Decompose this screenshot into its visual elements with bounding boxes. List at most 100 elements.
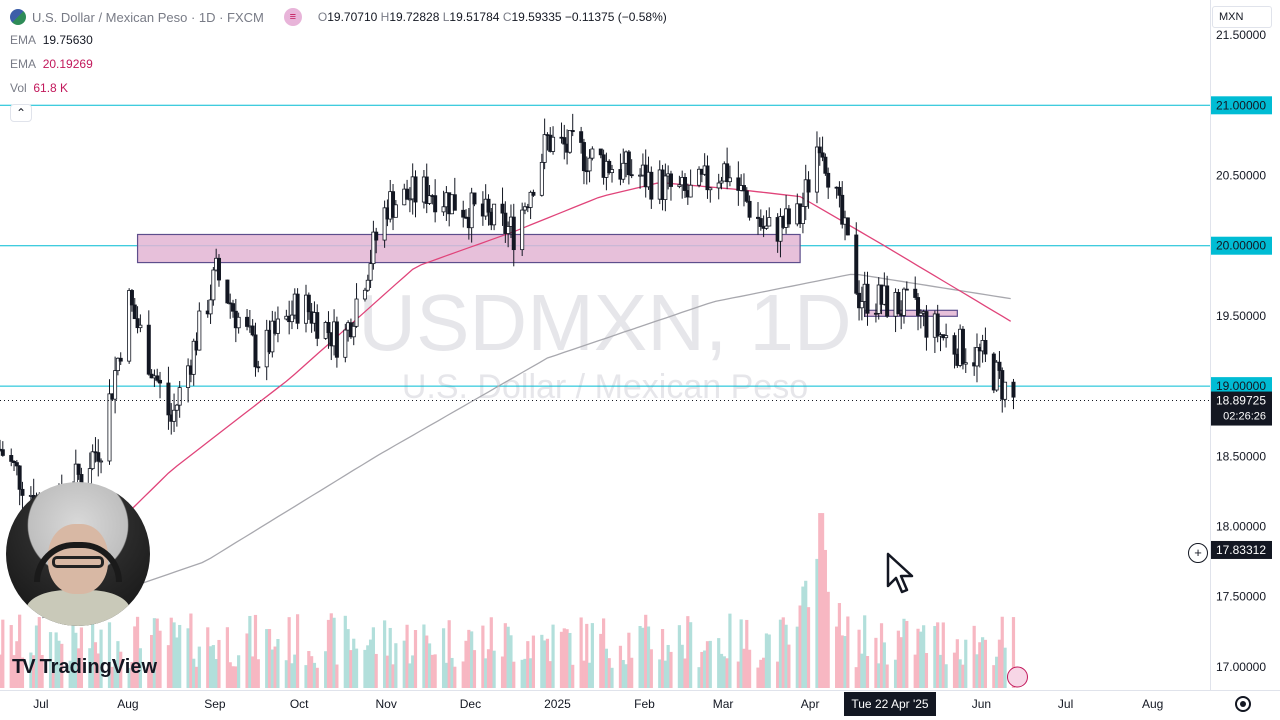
candle: [334, 316, 339, 368]
volume-bar: [354, 648, 359, 688]
candle-body: [823, 156, 828, 174]
volume-bar: [767, 634, 771, 688]
collapse-legend-button[interactable]: ⌃: [10, 104, 32, 122]
volume-bar: [20, 657, 25, 688]
volume-bar: [607, 658, 611, 688]
volume-bar: [551, 624, 555, 688]
candle-body: [697, 168, 702, 186]
volume-bar: [801, 586, 805, 688]
volume-bar: [644, 614, 648, 688]
volume-bar: [433, 654, 437, 688]
settings-gear-icon[interactable]: [1235, 696, 1251, 712]
volume-bar: [368, 639, 373, 688]
candle-body: [191, 340, 196, 375]
candle: [901, 287, 906, 324]
volume-bar: [329, 613, 333, 688]
candle: [256, 360, 261, 373]
volume-bar: [467, 629, 471, 688]
volume-bar: [135, 616, 140, 688]
volume-bar: [265, 629, 269, 688]
volume-bar: [453, 666, 457, 688]
candle-body: [857, 292, 862, 309]
symbol-title[interactable]: U.S. Dollar / Mexican Peso · 1D · FXCM: [32, 9, 264, 25]
volume-bar: [798, 605, 802, 688]
volume-bar: [116, 641, 120, 688]
volume-bar: [787, 644, 791, 688]
date-axis-label: Sep: [204, 697, 226, 711]
candle: [500, 187, 505, 226]
volume-bar: [189, 613, 193, 688]
candle: [113, 356, 118, 414]
date-axis-label: Nov: [376, 697, 397, 711]
volume-bar: [899, 637, 903, 688]
mark-symbol-icon[interactable]: ≡: [283, 8, 302, 26]
volume-bar: [860, 653, 864, 688]
candle-body: [138, 324, 143, 329]
volume-bar: [742, 648, 746, 688]
candle: [747, 195, 752, 221]
volume-bar: [680, 644, 684, 688]
candle-body: [598, 148, 603, 156]
candle: [960, 326, 965, 370]
webcam-presenter: [6, 482, 150, 626]
candle: [520, 202, 525, 257]
volume-bar: [71, 614, 75, 688]
candle: [275, 306, 280, 343]
candle: [0, 441, 5, 457]
candle-body: [590, 148, 595, 159]
candle-body: [12, 460, 17, 464]
candle-body: [500, 203, 505, 214]
candle: [107, 379, 112, 465]
candle: [486, 194, 491, 226]
level-label: 19.00000: [1216, 379, 1266, 393]
candle: [924, 305, 929, 351]
volume-bar: [627, 632, 631, 688]
candle: [441, 190, 446, 216]
candle-body: [567, 130, 572, 153]
candle-body: [503, 212, 508, 234]
volume-bar: [964, 639, 968, 688]
volume-bar: [624, 664, 628, 688]
ema-slow-legend[interactable]: EMA 20.19269: [10, 57, 93, 71]
currency-selector[interactable]: MXN: [1212, 6, 1272, 28]
volume-bar: [658, 659, 662, 688]
candle: [1011, 378, 1016, 410]
candle-body: [756, 216, 761, 219]
volume-bar: [391, 664, 395, 688]
candle-body: [486, 198, 491, 213]
volume-bar: [820, 513, 825, 688]
volume-bar: [666, 644, 670, 688]
candle-body: [20, 488, 25, 496]
add-alert-plus-icon[interactable]: +: [1188, 543, 1208, 563]
ema-fast-legend[interactable]: EMA 19.75630: [10, 33, 93, 47]
candle-body: [935, 313, 940, 337]
candle-body: [326, 322, 331, 334]
candle-body: [236, 316, 241, 329]
volume-bar: [924, 653, 929, 688]
volume-bar: [983, 639, 988, 688]
candle-body: [275, 318, 280, 334]
candle-body: [767, 217, 772, 227]
tradingview-logo[interactable]: TV TradingView: [12, 656, 157, 679]
volume-bar: [32, 655, 36, 688]
candle-body: [118, 357, 123, 362]
volume-bar: [961, 664, 965, 688]
candle: [579, 126, 584, 154]
volume-bar: [646, 626, 651, 688]
level-label: 20.00000: [1216, 239, 1266, 253]
volume-bar: [324, 651, 328, 688]
volume-bar: [717, 638, 721, 688]
volume-bar: [543, 640, 547, 688]
volume-bar: [722, 656, 726, 688]
date-axis-label: Jul: [1058, 697, 1073, 711]
candle-body: [542, 134, 547, 163]
candle-body: [382, 207, 387, 241]
candle: [528, 190, 533, 220]
volume-bar: [618, 645, 623, 688]
volume-bar: [823, 549, 827, 688]
volume-bar: [158, 630, 162, 688]
volume-legend[interactable]: Vol 61.8 K: [10, 81, 69, 95]
volume-bar: [427, 643, 432, 688]
volume-bar: [284, 660, 288, 688]
